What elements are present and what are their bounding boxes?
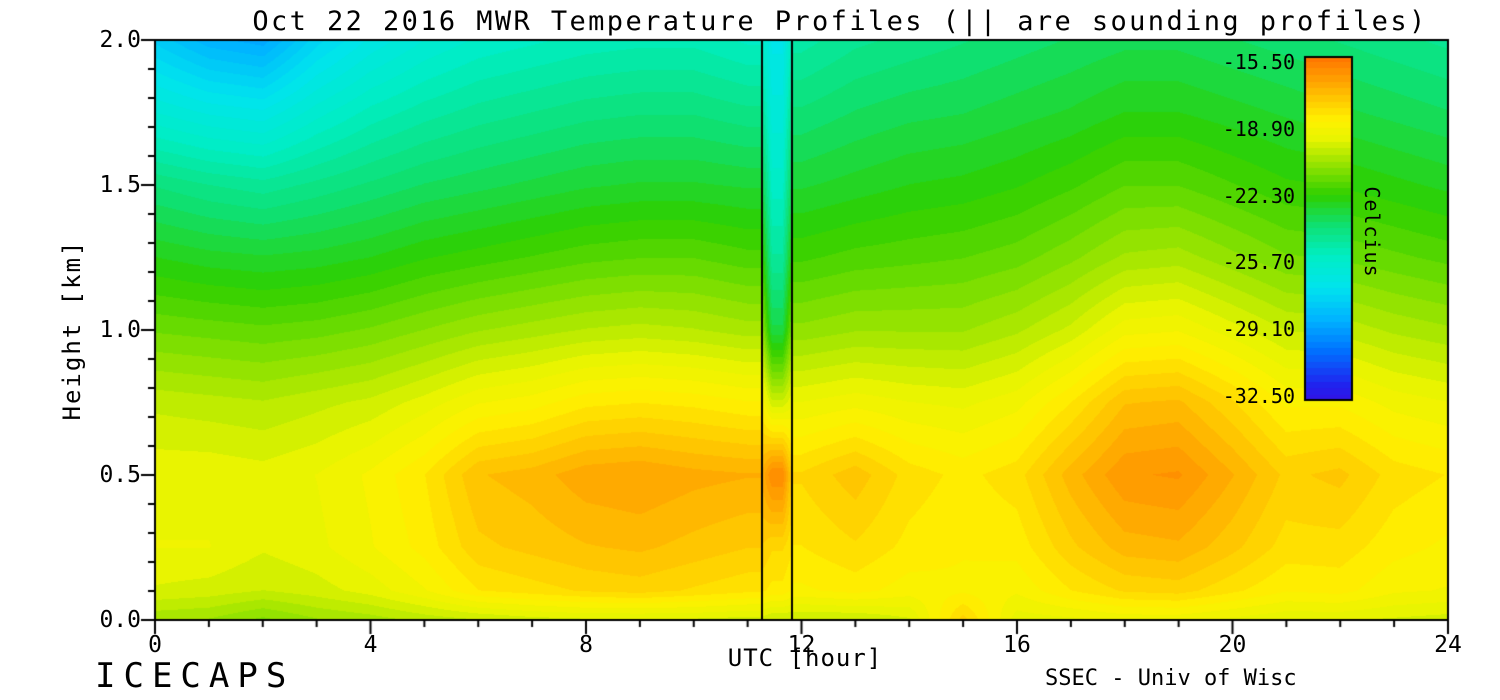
colorbar-tick-label: -29.10 [1222,317,1295,342]
y-tick-label: 1.0 [99,317,141,343]
colorbar-unit-label: Celcius [1360,186,1384,278]
x-tick-label: 20 [1218,632,1247,658]
colorbar-tick-label: -22.30 [1222,183,1295,208]
colorbar-tick-label: -18.90 [1222,116,1295,141]
x-tick-label: 0 [148,632,162,658]
colorbar-tick-label: -32.50 [1222,384,1295,409]
x-tick-label: 12 [787,632,816,658]
x-tick-label: 24 [1434,632,1462,658]
y-tick-label: 0.0 [99,607,141,633]
chart-title: Oct 22 2016 MWR Temperature Profiles (||… [252,6,1428,37]
x-axis-label: UTC [hour] [727,644,883,672]
x-tick-label: 4 [363,632,378,658]
project-label: ICECAPS [95,656,295,696]
x-tick-label: 8 [579,632,593,658]
x-tick-label: 16 [1003,632,1031,658]
y-tick-label: 0.5 [99,462,141,488]
colorbar-tick-label: -15.50 [1222,49,1295,74]
y-tick-label: 2.0 [99,27,141,53]
colorbar-tick-label: -25.70 [1222,250,1295,275]
attribution-label: SSEC - Univ of Wisc [1045,666,1297,691]
y-tick-label: 1.5 [99,172,141,198]
